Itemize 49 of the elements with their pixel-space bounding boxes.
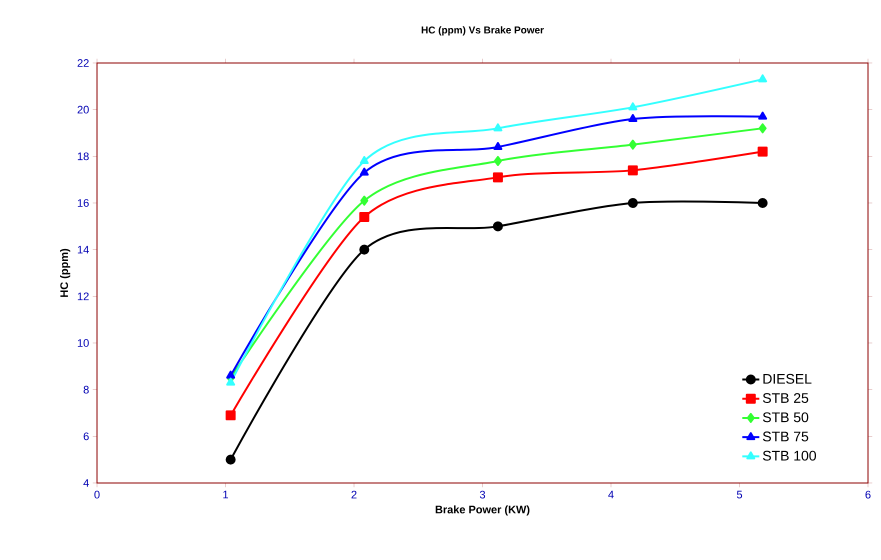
point	[758, 112, 768, 120]
point	[628, 102, 638, 110]
point	[628, 114, 638, 122]
y-tick-label: 18	[78, 152, 89, 160]
point	[494, 156, 502, 166]
point	[758, 198, 768, 208]
point	[492, 221, 503, 232]
legend-label: STB 50	[762, 412, 808, 422]
point	[758, 123, 767, 134]
x-tick-label: 3	[480, 490, 486, 499]
point	[628, 165, 638, 176]
point	[226, 370, 236, 379]
point	[359, 212, 370, 222]
x-tick-label: 4	[608, 490, 614, 498]
legend-label: STB 100	[762, 450, 816, 461]
legend-label: STB 75	[762, 432, 808, 442]
y-tick-label: 8	[84, 386, 89, 394]
x-tick-label: 5	[736, 490, 742, 498]
x-tick-label: 6	[866, 490, 871, 499]
point	[226, 410, 236, 420]
point	[758, 74, 768, 82]
point	[493, 142, 502, 150]
y-tick-label: 4	[83, 479, 89, 487]
x-tick-label: 0	[94, 490, 100, 499]
y-axis-title: HC (ppm)	[60, 248, 70, 297]
point	[758, 146, 768, 157]
point	[628, 198, 638, 208]
point	[226, 454, 236, 465]
point	[360, 156, 369, 164]
point	[360, 196, 368, 206]
point	[360, 168, 369, 176]
point	[226, 378, 236, 386]
y-tick-label: 14	[78, 246, 89, 254]
point	[493, 123, 502, 132]
point	[359, 244, 370, 255]
y-tick-label: 22	[78, 59, 89, 67]
point	[628, 140, 637, 150]
x-tick-label: 1	[223, 490, 228, 498]
chart-title: HC (ppm) Vs Brake Power	[422, 26, 544, 36]
y-tick-label: 16	[78, 199, 89, 207]
y-tick-label: 6	[84, 432, 89, 440]
y-tick-label: 12	[78, 292, 89, 300]
point	[492, 172, 503, 182]
x-tick-label: 2	[352, 490, 357, 498]
y-tick-label: 20	[78, 106, 89, 114]
legend-label: STB 25	[762, 393, 808, 403]
legend-label: DIESEL	[763, 374, 812, 384]
x-axis-title: Brake Power (KW)	[436, 505, 530, 516]
y-tick-label: 10	[78, 339, 89, 347]
